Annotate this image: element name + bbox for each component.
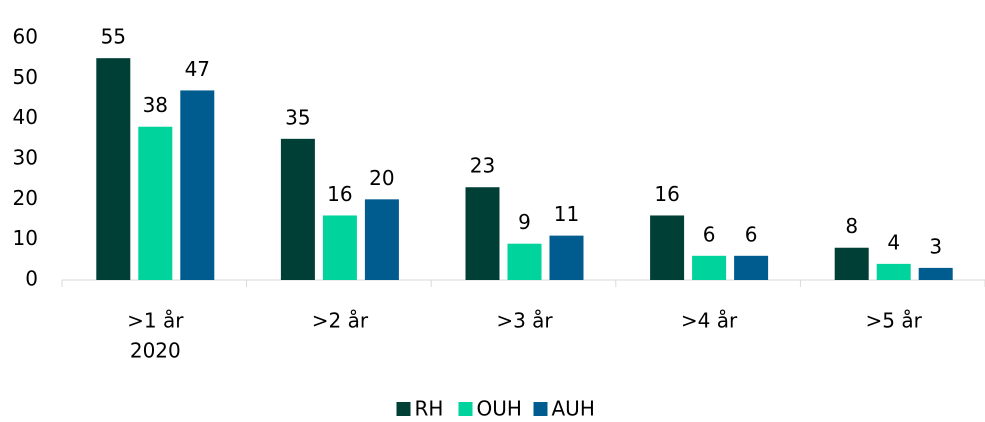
data-label: 11 bbox=[554, 202, 579, 226]
bar bbox=[96, 58, 131, 280]
bar bbox=[734, 255, 769, 280]
bar bbox=[322, 215, 357, 280]
legend-swatch bbox=[533, 402, 548, 416]
data-label: 35 bbox=[285, 105, 310, 129]
x-tick-label: >4 år bbox=[681, 309, 738, 333]
y-tick-label: 10 bbox=[13, 226, 38, 250]
x-tick-label: >2 år bbox=[312, 309, 369, 333]
bar bbox=[465, 187, 500, 280]
bar bbox=[138, 126, 173, 280]
data-label: 20 bbox=[369, 166, 394, 190]
bar bbox=[180, 90, 215, 280]
data-label: 55 bbox=[101, 25, 126, 49]
legend-label: AUH bbox=[552, 397, 595, 421]
data-label: 9 bbox=[518, 210, 531, 234]
bar bbox=[549, 235, 584, 280]
bar bbox=[364, 199, 399, 280]
y-tick-label: 0 bbox=[25, 267, 38, 291]
data-label: 38 bbox=[143, 93, 168, 117]
bar bbox=[280, 138, 315, 280]
legend-label: RH bbox=[415, 397, 444, 421]
x-tick-label: 2020 bbox=[130, 339, 181, 363]
bar bbox=[918, 267, 953, 280]
y-tick-label: 20 bbox=[13, 186, 38, 210]
data-label: 6 bbox=[745, 222, 758, 246]
x-tick-label: >3 år bbox=[496, 309, 553, 333]
data-label: 8 bbox=[845, 214, 858, 238]
bar bbox=[650, 215, 685, 280]
x-tick-label: >1 år bbox=[127, 309, 184, 333]
y-tick-label: 40 bbox=[13, 105, 38, 129]
bar bbox=[692, 255, 727, 280]
y-tick-label: 30 bbox=[13, 146, 38, 170]
data-label: 47 bbox=[185, 57, 210, 81]
data-label: 6 bbox=[703, 222, 716, 246]
data-label: 3 bbox=[929, 234, 942, 258]
y-tick-label: 60 bbox=[13, 25, 38, 49]
bar bbox=[876, 263, 911, 280]
bar bbox=[834, 247, 869, 280]
legend-label: OUH bbox=[477, 397, 522, 421]
x-tick-label: >5 år bbox=[866, 309, 923, 333]
data-label: 23 bbox=[470, 154, 495, 178]
data-label: 4 bbox=[887, 230, 900, 254]
y-tick-label: 50 bbox=[13, 65, 38, 89]
data-label: 16 bbox=[327, 182, 352, 206]
bar bbox=[507, 243, 542, 280]
legend-swatch bbox=[458, 402, 473, 416]
legend-swatch bbox=[396, 402, 411, 416]
data-label: 16 bbox=[654, 182, 679, 206]
